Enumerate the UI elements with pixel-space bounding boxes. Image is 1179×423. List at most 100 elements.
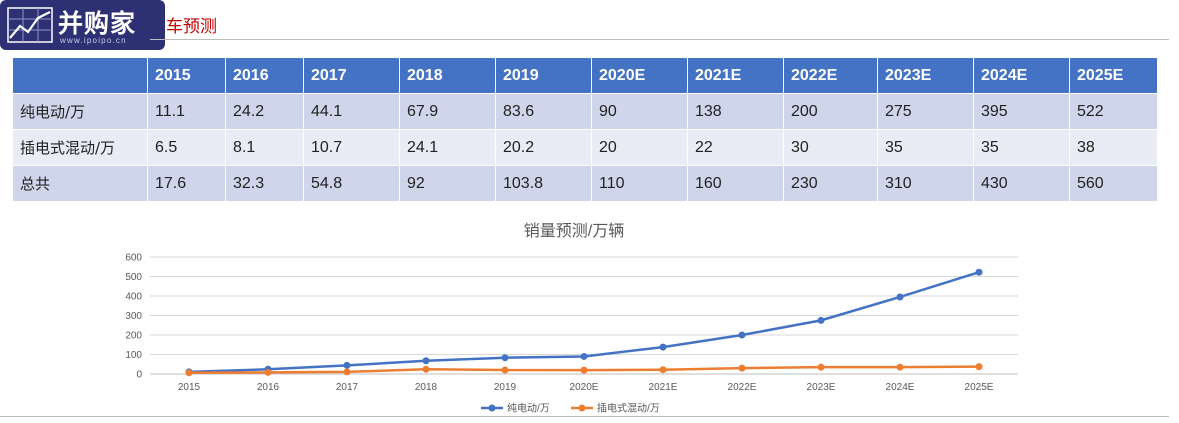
logo-text: 并购家 (58, 9, 137, 38)
y-tick-label: 400 (125, 292, 142, 303)
chart-series (185, 268, 983, 377)
table-cell: 10.7 (303, 129, 400, 166)
column-header: 2017 (303, 57, 400, 94)
column-header: 2015 (147, 57, 226, 94)
table-cell: 54.8 (303, 165, 400, 202)
table-row: 纯电动/万 11.1 24.2 44.1 67.9 83.6 90 138 200 275 395 5… (12, 93, 1158, 130)
column-header: 2018 (399, 57, 496, 94)
header-divider (150, 39, 1169, 40)
logo: 并购家 www.ipoipo.cn (0, 0, 165, 50)
data-point (896, 293, 904, 301)
table-cell: 430 (973, 165, 1070, 202)
data-point (659, 366, 667, 374)
column-header: 2016 (225, 57, 304, 94)
chart-legend: 纯电动/万 插电式混动/万 (481, 402, 660, 415)
column-header: 2020E (591, 57, 688, 94)
data-point (501, 354, 509, 362)
data-point (580, 352, 588, 360)
table-cell: 160 (687, 165, 784, 202)
legend-label: 纯电动/万 (507, 402, 550, 415)
x-tick-label: 2025E (965, 382, 994, 393)
x-tick-label: 2023E (807, 382, 836, 393)
chart-title: 销量预测/万辆 (524, 222, 624, 240)
chart-logo-icon (7, 7, 53, 43)
data-point (185, 369, 193, 377)
x-tick-label: 2020E (570, 382, 599, 393)
table-cell: 44.1 (303, 93, 400, 130)
x-tick-label: 2019 (494, 382, 517, 393)
forecast-table: 2015 2016 2017 2018 2019 2020E 2021E 2022E 2023E… (12, 57, 1158, 202)
x-axis: 2015 2016 2017 2018 2019 2020E 2021E 2022E 2023E… (178, 382, 994, 393)
table-cell: 20.2 (495, 129, 592, 166)
table-header-row: 2015 2016 2017 2018 2019 2020E 2021E 2022E 2023E… (12, 57, 1158, 94)
x-tick-label: 2021E (649, 382, 678, 393)
x-tick-label: 2015 (178, 382, 201, 393)
legend-label: 插电式混动/万 (597, 402, 660, 415)
column-header: 2024E (973, 57, 1070, 94)
y-tick-label: 500 (125, 272, 142, 283)
x-tick-label: 2024E (886, 382, 915, 393)
logo-url: www.ipoipo.cn (60, 36, 127, 45)
table-cell: 92 (399, 165, 496, 202)
x-tick-label: 2016 (257, 382, 280, 393)
table-cell: 110 (591, 165, 688, 202)
data-point (975, 363, 983, 371)
table-cell: 395 (973, 93, 1070, 130)
x-tick-label: 2018 (415, 382, 438, 393)
data-point (817, 363, 825, 371)
table-cell: 20 (591, 129, 688, 166)
row-label: 插电式混动/万 (12, 129, 148, 166)
y-tick-label: 0 (136, 370, 142, 381)
table-cell: 83.6 (495, 93, 592, 130)
data-point (738, 331, 746, 339)
data-point (738, 364, 746, 372)
legend-marker (578, 404, 586, 412)
y-tick-label: 100 (125, 350, 142, 361)
chart-grid (150, 256, 1018, 375)
table-cell: 17.6 (147, 165, 226, 202)
table-corner-cell (12, 57, 148, 94)
data-point (343, 361, 351, 369)
data-point (422, 357, 430, 365)
table-cell: 24.1 (399, 129, 496, 166)
data-point (896, 363, 904, 371)
y-tick-label: 300 (125, 311, 142, 322)
data-point (422, 365, 430, 373)
data-point (659, 343, 667, 351)
y-axis: 0 100 200 300 400 500 600 (125, 253, 142, 381)
footer-divider (0, 416, 1169, 417)
table-cell: 24.2 (225, 93, 304, 130)
table-cell: 6.5 (147, 129, 226, 166)
x-tick-label: 2022E (728, 382, 757, 393)
data-point (343, 368, 351, 376)
y-tick-label: 600 (125, 253, 142, 264)
data-point (501, 366, 509, 374)
data-point (580, 366, 588, 374)
column-header: 2021E (687, 57, 784, 94)
row-label: 总共 (12, 165, 148, 202)
column-header: 2023E (877, 57, 974, 94)
legend-marker (488, 404, 496, 412)
table-cell: 90 (591, 93, 688, 130)
table-cell: 200 (783, 93, 878, 130)
column-header: 2019 (495, 57, 592, 94)
table-cell: 310 (877, 165, 974, 202)
column-header: 2022E (783, 57, 878, 94)
table-cell: 138 (687, 93, 784, 130)
table-cell: 8.1 (225, 129, 304, 166)
table-cell: 230 (783, 165, 878, 202)
table-cell: 275 (877, 93, 974, 130)
table-cell: 35 (973, 129, 1070, 166)
page-title: 车预测 (166, 17, 217, 37)
table-cell: 103.8 (495, 165, 592, 202)
table-cell: 67.9 (399, 93, 496, 130)
table-cell: 30 (783, 129, 878, 166)
table-row: 插电式混动/万 6.5 8.1 10.7 24.1 20.2 20 22 30 35 35 38 (12, 129, 1158, 166)
table-cell: 11.1 (147, 93, 226, 130)
row-label: 纯电动/万 (12, 93, 148, 130)
table-cell: 32.3 (225, 165, 304, 202)
table-row: 总共 17.6 32.3 54.8 92 103.8 110 160 230 310 430 560 (12, 165, 1158, 202)
data-point (975, 268, 983, 276)
data-point (817, 316, 825, 324)
data-point (264, 368, 272, 376)
